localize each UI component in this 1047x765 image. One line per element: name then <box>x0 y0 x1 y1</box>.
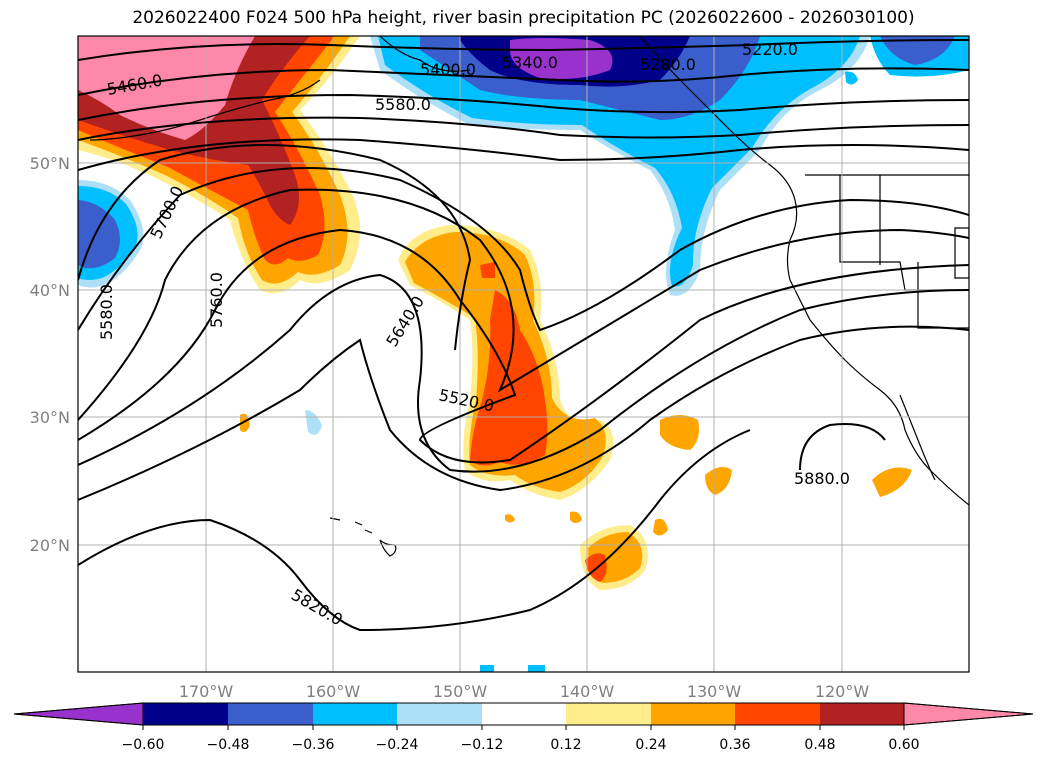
contour-label: 5340.0 <box>502 53 558 72</box>
lat-label: 40°N <box>30 281 70 300</box>
contour-label: 5400.0 <box>420 60 476 79</box>
colorbar-swatch <box>566 703 651 725</box>
colorbar-label: 0.24 <box>635 737 666 753</box>
contour-label: 5280.0 <box>640 55 696 74</box>
colorbar-label: −0.12 <box>461 737 504 753</box>
map-title: 2026022400 F024 500 hPa height, river ba… <box>132 8 915 28</box>
colorbar-swatch <box>313 703 397 725</box>
lon-label: 160°W <box>306 682 361 701</box>
precip-anomaly-negative-west <box>78 71 858 672</box>
colorbar-extend-high <box>903 702 1034 726</box>
colorbar-label: 0.36 <box>719 737 750 753</box>
lon-label: 170°W <box>179 682 234 701</box>
lon-label: 150°W <box>433 682 488 701</box>
colorbar-label: −0.36 <box>292 737 335 753</box>
contour-label: 5220.0 <box>742 40 798 59</box>
colorbar-swatch <box>397 703 482 725</box>
colorbar-label: 0.48 <box>804 737 835 753</box>
colorbar-swatch <box>651 703 735 725</box>
colorbar-label: 0.60 <box>888 737 919 753</box>
colorbar-label: −0.48 <box>207 737 250 753</box>
lon-label: 140°W <box>560 682 615 701</box>
map-frame <box>77 35 970 673</box>
contour-label: 5760.0 <box>207 272 226 328</box>
colorbar-swatch <box>482 703 566 725</box>
colorbar-swatch <box>820 703 904 725</box>
colorbar: −0.60 −0.48 −0.36 −0.24 −0.12 0.12 0.24 … <box>13 702 1034 753</box>
colorbar-swatch <box>735 703 820 725</box>
latitude-labels: 50°N 40°N 30°N 20°N <box>30 154 70 555</box>
lat-label: 30°N <box>30 408 70 427</box>
lon-label: 120°W <box>815 682 870 701</box>
colorbar-label: −0.24 <box>376 737 419 753</box>
lat-label: 50°N <box>30 154 70 173</box>
map-area: 5460.0 5400.0 5340.0 5280.0 5220.0 5580.… <box>78 36 969 672</box>
contour-label: 5880.0 <box>794 469 850 488</box>
colorbar-label: −0.60 <box>122 737 165 753</box>
colorbar-swatch <box>228 703 313 725</box>
contour-label: 5580.0 <box>97 284 116 340</box>
colorbar-extend-low <box>13 702 144 726</box>
precip-anomaly-positive-northwest <box>78 36 360 294</box>
contour-label: 5580.0 <box>375 95 431 114</box>
longitude-labels: 170°W 160°W 150°W 140°W 130°W 120°W <box>179 682 870 701</box>
lat-label: 20°N <box>30 536 70 555</box>
colorbar-swatch <box>143 703 228 725</box>
lon-label: 130°W <box>687 682 742 701</box>
colorbar-label: 0.12 <box>550 737 581 753</box>
height-contours <box>78 39 969 632</box>
